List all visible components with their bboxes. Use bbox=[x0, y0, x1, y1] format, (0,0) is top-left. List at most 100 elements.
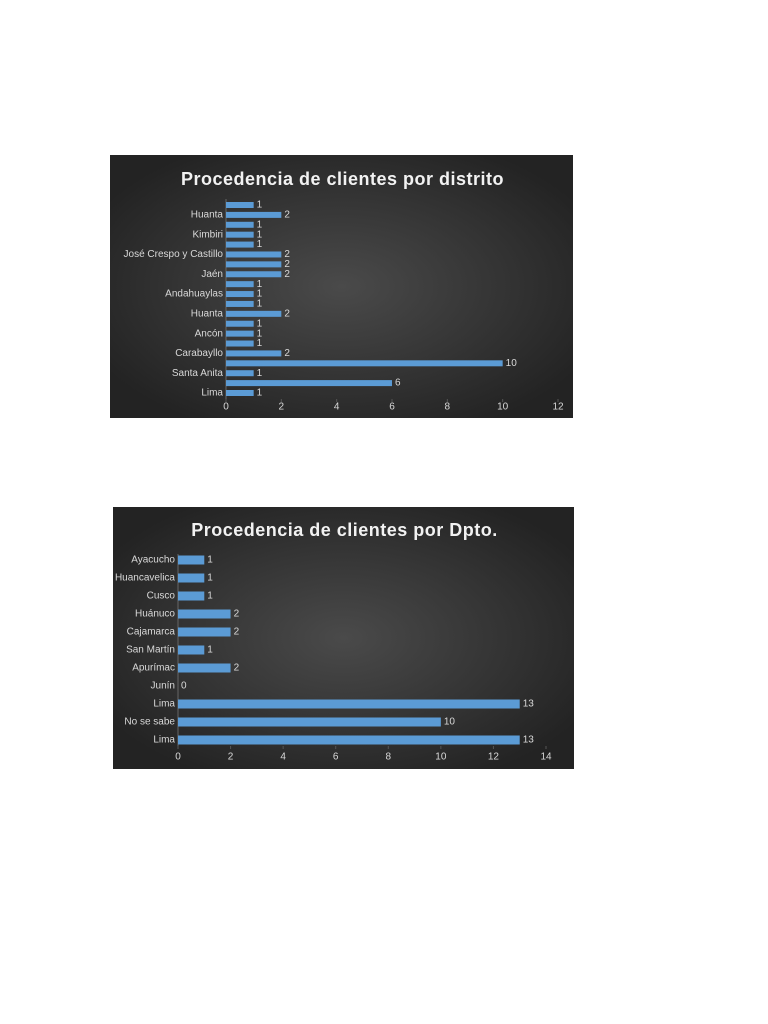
data-label: 1 bbox=[257, 239, 263, 250]
x-tick-label: 2 bbox=[279, 402, 285, 413]
data-label: 1 bbox=[207, 645, 213, 656]
y-tick-label: No se sabe bbox=[124, 717, 175, 728]
chart-title: Procedencia de clientes por Dpto. bbox=[191, 520, 498, 540]
y-tick-label: Huanta bbox=[191, 308, 224, 319]
x-tick-label: 12 bbox=[488, 752, 500, 763]
bar bbox=[178, 699, 520, 709]
y-tick-label: Huanta bbox=[191, 210, 224, 221]
data-label: 1 bbox=[257, 279, 263, 290]
data-label: 10 bbox=[444, 717, 456, 728]
data-label: 1 bbox=[257, 368, 263, 379]
x-tick-label: 14 bbox=[540, 752, 552, 763]
bar bbox=[226, 261, 282, 268]
data-label: 1 bbox=[257, 388, 263, 399]
y-tick-label: San Martín bbox=[126, 645, 175, 656]
data-label: 2 bbox=[234, 627, 240, 638]
data-label: 2 bbox=[284, 308, 290, 319]
bar bbox=[226, 350, 282, 357]
x-tick-label: 10 bbox=[497, 402, 509, 413]
y-tick-label: Carabayllo bbox=[175, 348, 223, 359]
y-tick-label: Lima bbox=[153, 735, 175, 746]
bar bbox=[226, 310, 282, 317]
y-tick-label: Lima bbox=[201, 388, 223, 399]
bar bbox=[226, 370, 254, 377]
chart-title: Procedencia de clientes por distrito bbox=[181, 169, 504, 189]
y-tick-label: Huánuco bbox=[135, 609, 175, 620]
data-label: 1 bbox=[257, 299, 263, 310]
bar bbox=[226, 241, 254, 248]
data-label: 6 bbox=[395, 378, 401, 389]
data-label: 2 bbox=[234, 663, 240, 674]
y-tick-label: Lima bbox=[153, 699, 175, 710]
bar bbox=[226, 271, 282, 278]
data-label: 2 bbox=[284, 249, 290, 260]
bar bbox=[178, 555, 205, 565]
data-label: 0 bbox=[181, 681, 187, 692]
x-tick-label: 8 bbox=[445, 402, 451, 413]
x-tick-label: 4 bbox=[334, 402, 340, 413]
y-tick-label: Ancón bbox=[195, 328, 223, 339]
bar bbox=[226, 390, 254, 396]
y-tick-label: Apurímac bbox=[132, 663, 175, 674]
bar bbox=[226, 340, 254, 347]
data-label: 2 bbox=[284, 259, 290, 270]
bar bbox=[226, 380, 392, 387]
data-label: 13 bbox=[523, 699, 535, 710]
y-tick-label: Andahuaylas bbox=[165, 289, 223, 300]
data-label: 10 bbox=[506, 358, 518, 369]
y-tick-label: Cajamarca bbox=[127, 627, 176, 638]
bar bbox=[178, 663, 231, 673]
chart-background bbox=[113, 507, 574, 769]
x-tick-label: 12 bbox=[552, 402, 564, 413]
bar bbox=[226, 211, 282, 218]
data-label: 1 bbox=[207, 555, 213, 566]
data-label: 1 bbox=[257, 328, 263, 339]
y-tick-label: Jaén bbox=[201, 269, 223, 280]
y-tick-label: Santa Anita bbox=[172, 368, 224, 379]
bar bbox=[226, 291, 254, 298]
bar bbox=[226, 281, 254, 288]
data-label: 1 bbox=[257, 318, 263, 329]
bar bbox=[178, 573, 205, 583]
y-tick-label: José Crespo y Castillo bbox=[124, 249, 224, 260]
x-tick-label: 6 bbox=[333, 752, 339, 763]
bar bbox=[226, 231, 254, 238]
data-label: 2 bbox=[284, 348, 290, 359]
x-tick-label: 2 bbox=[228, 752, 234, 763]
x-tick-label: 6 bbox=[389, 402, 395, 413]
x-tick-label: 10 bbox=[435, 752, 447, 763]
bar bbox=[226, 320, 254, 327]
bar bbox=[226, 202, 254, 208]
bar bbox=[178, 735, 520, 745]
bar bbox=[226, 330, 254, 337]
bar bbox=[178, 627, 231, 637]
data-label: 1 bbox=[207, 573, 213, 584]
y-tick-label: Huancavelica bbox=[115, 573, 175, 584]
data-label: 13 bbox=[523, 735, 535, 746]
bar bbox=[178, 645, 205, 655]
data-label: 1 bbox=[257, 338, 263, 349]
bar bbox=[178, 717, 441, 727]
data-label: 1 bbox=[257, 229, 263, 240]
data-label: 1 bbox=[257, 200, 263, 211]
x-tick-label: 0 bbox=[223, 402, 229, 413]
x-tick-label: 4 bbox=[280, 752, 286, 763]
y-tick-label: Kimbiri bbox=[192, 229, 223, 240]
y-tick-label: Ayacucho bbox=[131, 555, 175, 566]
x-tick-label: 8 bbox=[386, 752, 392, 763]
x-tick-label: 0 bbox=[175, 752, 181, 763]
bar bbox=[226, 251, 282, 258]
data-label: 1 bbox=[207, 591, 213, 602]
bar bbox=[178, 609, 231, 619]
data-label: 1 bbox=[257, 289, 263, 300]
data-label: 1 bbox=[257, 219, 263, 230]
data-label: 2 bbox=[284, 269, 290, 280]
data-label: 2 bbox=[234, 609, 240, 620]
y-tick-label: Cusco bbox=[147, 591, 176, 602]
y-tick-label: Junín bbox=[151, 681, 175, 692]
bar bbox=[226, 300, 254, 307]
chart-background bbox=[110, 155, 573, 418]
bar bbox=[178, 591, 205, 601]
